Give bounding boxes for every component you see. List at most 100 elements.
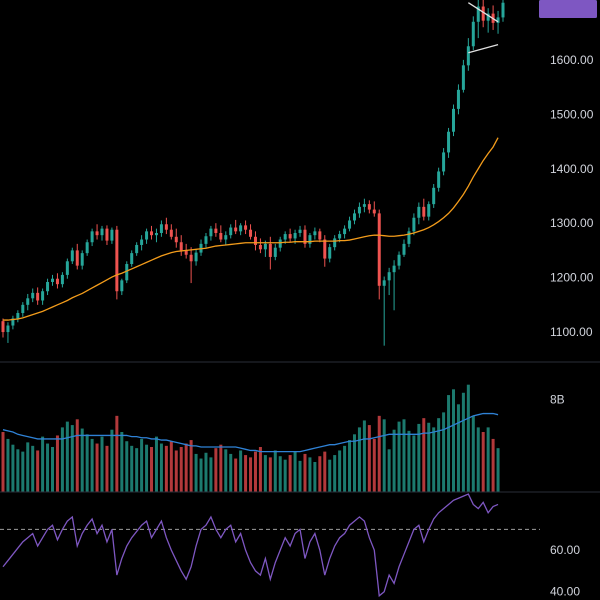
volume-bar[interactable] (387, 449, 391, 492)
volume-bar[interactable] (461, 392, 465, 492)
candle[interactable] (229, 224, 233, 239)
volume-bar[interactable] (437, 418, 441, 492)
volume-bar[interactable] (382, 419, 386, 492)
volume-bar[interactable] (293, 451, 297, 492)
volume-bar[interactable] (184, 443, 188, 492)
rsi-line[interactable] (2, 493, 499, 598)
candle[interactable] (51, 274, 55, 286)
candle[interactable] (199, 239, 203, 256)
candle[interactable] (333, 235, 337, 251)
candle[interactable] (412, 213, 416, 236)
volume-bar[interactable] (65, 421, 69, 492)
volume-pane[interactable] (1, 384, 500, 492)
candle[interactable] (194, 249, 198, 266)
candle[interactable] (219, 225, 223, 243)
volume-bar[interactable] (120, 432, 124, 492)
volume-ma-line[interactable] (2, 412, 499, 453)
volume-bar[interactable] (318, 456, 322, 492)
volume-bar[interactable] (422, 418, 426, 492)
candle[interactable] (60, 272, 64, 288)
volume-bar[interactable] (75, 419, 79, 492)
volume-bar[interactable] (169, 441, 173, 492)
moving-average-line[interactable] (3, 137, 499, 321)
volume-bar[interactable] (392, 429, 396, 492)
candle[interactable] (422, 198, 426, 221)
candle[interactable] (298, 225, 302, 237)
candle[interactable] (159, 220, 163, 237)
candle[interactable] (417, 202, 421, 225)
volume-bar[interactable] (303, 453, 307, 492)
volume-bar[interactable] (60, 427, 64, 492)
candle[interactable] (36, 287, 40, 305)
trendline[interactable] (468, 44, 499, 54)
volume-bar[interactable] (179, 447, 183, 492)
candle[interactable] (90, 228, 94, 247)
candle[interactable] (303, 225, 307, 248)
volume-bar[interactable] (115, 415, 119, 492)
candle[interactable] (348, 216, 352, 232)
volume-bar[interactable] (263, 455, 267, 492)
volume-bar[interactable] (397, 421, 401, 492)
volume-bar[interactable] (328, 459, 332, 492)
volume-bar[interactable] (105, 445, 109, 492)
candle[interactable] (164, 217, 168, 235)
candle[interactable] (85, 239, 89, 256)
price-pane[interactable] (1, 0, 505, 346)
volume-bar[interactable] (496, 448, 500, 492)
volume-bar[interactable] (239, 450, 243, 492)
volume-bar[interactable] (451, 389, 455, 492)
volume-bar[interactable] (357, 427, 361, 492)
candle[interactable] (95, 224, 99, 240)
volume-bar[interactable] (1, 432, 5, 492)
candle[interactable] (258, 238, 262, 254)
candle[interactable] (501, 0, 505, 22)
candle[interactable] (110, 227, 114, 244)
volume-bar[interactable] (402, 419, 406, 492)
rsi-pane[interactable] (0, 493, 540, 598)
volume-bar[interactable] (456, 404, 460, 492)
candle[interactable] (125, 261, 129, 284)
volume-bar[interactable] (159, 443, 163, 492)
candle[interactable] (105, 225, 109, 245)
volume-bar[interactable] (174, 450, 178, 492)
candle[interactable] (174, 228, 178, 248)
volume-bar[interactable] (229, 453, 233, 492)
candle[interactable] (31, 288, 35, 303)
volume-bar[interactable] (447, 395, 451, 492)
candle[interactable] (357, 202, 361, 218)
candle[interactable] (471, 16, 475, 51)
volume-bar[interactable] (219, 444, 223, 492)
candle[interactable] (288, 228, 292, 243)
volume-bar[interactable] (234, 458, 238, 492)
candle[interactable] (442, 148, 446, 176)
candle[interactable] (21, 302, 25, 317)
volume-bar[interactable] (11, 444, 15, 492)
volume-bar[interactable] (224, 449, 228, 492)
volume-bar[interactable] (427, 422, 431, 492)
volume-bar[interactable] (442, 412, 446, 492)
candle[interactable] (382, 276, 386, 346)
volume-bar[interactable] (432, 427, 436, 492)
candle[interactable] (372, 201, 376, 217)
candle[interactable] (308, 232, 312, 248)
candle[interactable] (179, 235, 183, 256)
candle[interactable] (120, 278, 124, 296)
volume-bar[interactable] (308, 457, 312, 492)
volume-bar[interactable] (481, 432, 485, 492)
volume-bar[interactable] (372, 438, 376, 492)
candle[interactable] (135, 242, 139, 256)
candle[interactable] (387, 267, 391, 296)
candle[interactable] (268, 236, 272, 270)
volume-bar[interactable] (417, 423, 421, 492)
candle[interactable] (130, 250, 134, 267)
candle[interactable] (343, 225, 347, 239)
candle[interactable] (447, 127, 451, 158)
volume-bar[interactable] (471, 415, 475, 492)
candle[interactable] (16, 310, 20, 323)
price-axis[interactable]: 1700.001600.001500.001400.001300.001200.… (539, 0, 597, 599)
candle[interactable] (6, 322, 10, 343)
candle[interactable] (75, 243, 79, 270)
volume-bar[interactable] (6, 438, 10, 492)
volume-bar[interactable] (130, 445, 134, 492)
volume-bar[interactable] (110, 429, 114, 492)
